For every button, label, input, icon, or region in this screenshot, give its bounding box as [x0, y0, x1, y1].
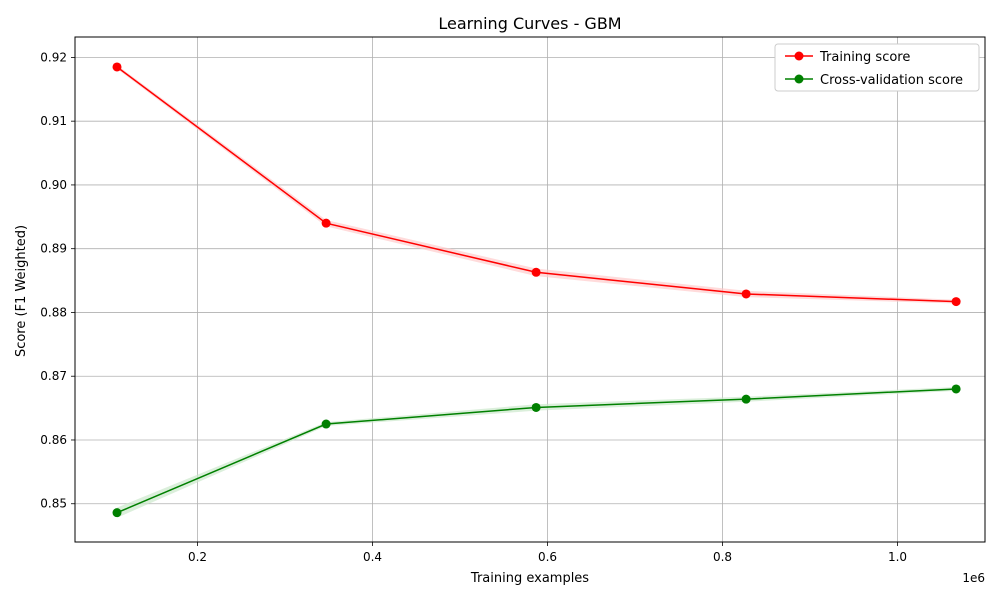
y-tick-label: 0.89 — [40, 242, 67, 256]
series-line-training — [116, 66, 957, 303]
y-axis-ticks: 0.85 0.86 0.87 0.88 0.89 0.90 0.91 0.92 — [40, 50, 75, 511]
std-bands — [117, 65, 957, 518]
x-tick-label: 0.4 — [363, 550, 382, 564]
x-axis-label: Training examples — [470, 571, 589, 586]
series-points — [112, 62, 961, 518]
grid-lines — [75, 37, 985, 542]
y-tick-label: 0.85 — [40, 497, 67, 511]
legend-marker-training — [794, 51, 804, 61]
y-tick-label: 0.86 — [40, 433, 67, 447]
x-offset-label: 1e6 — [962, 571, 985, 585]
legend: Training score Cross-validation score — [774, 43, 980, 92]
x-tick-label: 0.8 — [713, 550, 732, 564]
x-tick-label: 1.0 — [888, 550, 907, 564]
data-point-training — [741, 289, 751, 299]
data-point-cv — [112, 508, 122, 518]
data-point-cv — [741, 394, 751, 404]
y-axis-label: Score (F1 Weighted) — [14, 225, 29, 357]
x-tick-label: 0.6 — [538, 550, 557, 564]
legend-label-cv: Cross-validation score — [820, 73, 963, 88]
data-point-training — [112, 62, 122, 72]
y-tick-label: 0.91 — [40, 114, 67, 128]
y-tick-label: 0.90 — [40, 178, 67, 192]
y-tick-label: 0.88 — [40, 305, 67, 319]
y-tick-label: 0.92 — [40, 50, 67, 64]
data-point-cv — [531, 402, 541, 412]
data-point-cv — [951, 384, 961, 394]
data-point-training — [951, 297, 961, 307]
legend-marker-cv — [794, 74, 804, 84]
legend-box — [774, 43, 980, 92]
legend-label-training: Training score — [819, 50, 910, 65]
plot-frame — [74, 36, 986, 543]
data-point-training — [321, 218, 331, 228]
y-tick-label: 0.87 — [40, 369, 67, 383]
data-point-cv — [321, 419, 331, 429]
std-band-training — [117, 65, 957, 304]
x-axis-ticks: 0.2 0.4 0.6 0.8 1.0 — [188, 542, 907, 564]
data-point-training — [531, 267, 541, 277]
series-lines — [116, 66, 957, 514]
chart-title: Learning Curves - GBM — [438, 14, 621, 33]
x-tick-label: 0.2 — [188, 550, 207, 564]
